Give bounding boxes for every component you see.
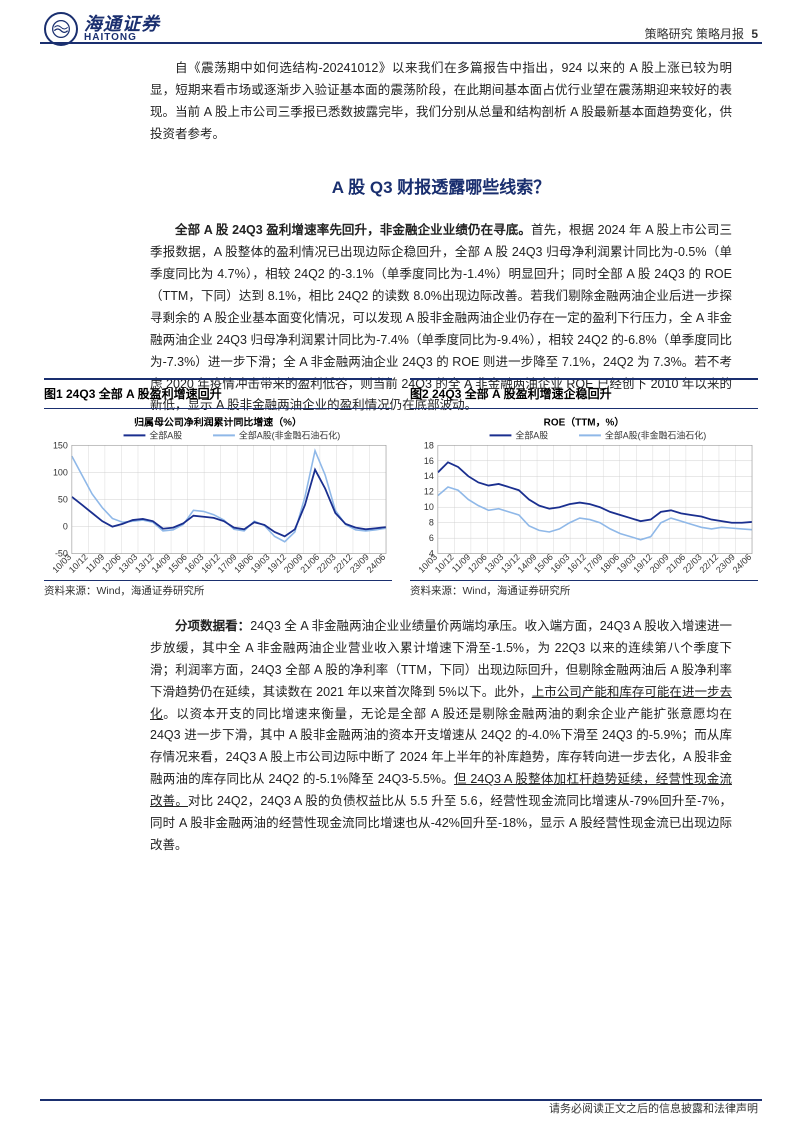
svg-text:全部A股: 全部A股	[149, 430, 182, 441]
chart1-title-rule	[44, 408, 392, 409]
para2-lead: 全部 A 股 24Q3 盈利增速率先回升，非金融企业业绩仍在寻底。	[175, 223, 531, 237]
footer-text: 请务必阅读正文之后的信息披露和法律声明	[549, 1100, 758, 1119]
svg-text:6: 6	[429, 534, 434, 544]
chart1-title: 图1 24Q3 全部 A 股盈利增速回升	[44, 382, 392, 408]
svg-text:全部A股(非金融石油石化): 全部A股(非金融石油石化)	[239, 430, 340, 441]
svg-text:全部A股: 全部A股	[515, 430, 548, 441]
para-3: 分项数据看：24Q3 全 A 非金融两油企业业绩量价两端均承压。收入端方面，24…	[150, 616, 732, 857]
page-number: 5	[751, 27, 758, 41]
brand-logo: 海通证券 HAITONG	[44, 12, 160, 46]
charts-row: 图1 24Q3 全部 A 股盈利增速回升 归属母公司净利润累计同比增速（%）全部…	[44, 378, 758, 601]
chart1-top-rule	[44, 378, 392, 380]
svg-text:8: 8	[429, 518, 434, 528]
chart2-top-rule	[410, 378, 758, 380]
chart2-svg: ROE（TTM，%）全部A股全部A股(非金融石油石化)4681012141618…	[410, 413, 758, 578]
header-rule	[40, 42, 762, 44]
chart1-svg: 归属母公司净利润累计同比增速（%）全部A股全部A股(非金融石油石化)-50050…	[44, 413, 392, 578]
brand-cn: 海通证券	[84, 15, 160, 33]
para3-lead: 分项数据看：	[175, 619, 250, 633]
svg-text:50: 50	[58, 495, 68, 505]
svg-text:150: 150	[53, 441, 68, 451]
svg-text:16: 16	[424, 456, 434, 466]
svg-text:归属母公司净利润累计同比增速（%）: 归属母公司净利润累计同比增速（%）	[134, 416, 302, 429]
para3-c: 对比 24Q2，24Q3 A 股的负债权益比从 5.5 升至 5.6，经营性现金…	[150, 794, 732, 852]
svg-text:18: 18	[424, 441, 434, 451]
svg-text:24/06: 24/06	[731, 552, 754, 575]
logo-badge-icon	[44, 12, 78, 46]
chart2-title: 图2 24Q3 全部 A 股盈利增速企稳回升	[410, 382, 758, 408]
main-title: A 股 Q3 财报透露哪些线索？	[150, 174, 732, 203]
intro-paragraph: 自《震荡期中如何选结构-20241012》以来我们在多篇报告中指出，924 以来…	[150, 58, 732, 146]
svg-text:24/06: 24/06	[365, 552, 388, 575]
svg-text:10/12: 10/12	[433, 552, 456, 575]
svg-text:0: 0	[63, 522, 68, 532]
svg-text:10: 10	[424, 503, 434, 513]
chart-1: 图1 24Q3 全部 A 股盈利增速回升 归属母公司净利润累计同比增速（%）全部…	[44, 378, 392, 601]
svg-text:12: 12	[424, 487, 434, 497]
chart2-source: 资料来源：Wind，海通证券研究所	[410, 580, 758, 601]
chart-2: 图2 24Q3 全部 A 股盈利增速企稳回升 ROE（TTM，%）全部A股 全部A…	[410, 378, 758, 601]
chart1-source: 资料来源：Wind，海通证券研究所	[44, 580, 392, 601]
svg-text:全部A股(非金融石油石化): 全部A股(非金融石油石化)	[605, 430, 706, 441]
header-category: 策略研究 策略月报	[645, 27, 744, 41]
chart2-title-rule	[410, 408, 758, 409]
svg-text:100: 100	[53, 468, 68, 478]
svg-text:ROE（TTM，%）: ROE（TTM，%）	[544, 416, 625, 429]
svg-text:10/12: 10/12	[67, 552, 90, 575]
svg-text:14: 14	[424, 472, 434, 482]
